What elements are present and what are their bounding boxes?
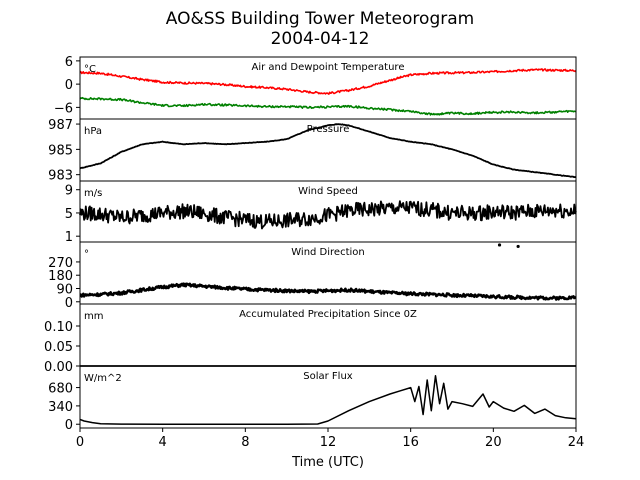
- precipitation-unit-label: mm: [84, 311, 103, 322]
- temperature-ytick-label: −6: [54, 101, 73, 116]
- x-axis-label: Time (UTC): [291, 455, 364, 470]
- wind-direction-series-0: [79, 282, 577, 301]
- pressure-panel: 987 985 983 Pressure hPa: [48, 118, 577, 184]
- wind-direction-ytick-label: 0: [65, 296, 73, 311]
- solar-flux-panel: 680 340 0 Solar Flux W/m^2 0 4 8 12 16 20 24: [48, 365, 585, 450]
- pressure-ytick-label: 985: [48, 143, 73, 158]
- wind-direction-outlier-point: [516, 244, 520, 249]
- x-axis-tick-label: 0: [76, 435, 84, 450]
- temperature-panel-title: Air and Dewpoint Temperature: [252, 62, 405, 73]
- solar-flux-ytick-label: 340: [48, 400, 73, 415]
- precipitation-panel-title: Accumulated Precipitation Since 0Z: [239, 309, 417, 320]
- chart-title: AO&SS Building Tower Meteorogram: [165, 9, 475, 29]
- wind-direction-ytick-label: 270: [48, 256, 73, 271]
- solar-flux-unit-label: W/m^2: [84, 373, 122, 384]
- x-axis-tick-label: 24: [568, 435, 585, 450]
- solar-flux-series-0: [79, 374, 577, 425]
- wind-direction-unit-label: °: [84, 249, 89, 260]
- wind-direction-panel-title: Wind Direction: [291, 247, 365, 258]
- precipitation-ytick-label: 0.10: [44, 320, 73, 335]
- wind-speed-ytick-label: 5: [65, 207, 73, 222]
- wind-speed-panel: 9 5 1 Wind Speed m/s: [65, 180, 577, 245]
- x-axis-tick-label: 8: [241, 435, 249, 450]
- temperature-ytick-label: 0: [65, 78, 73, 93]
- precipitation-panel: 0.10 0.05 0.00 Accumulated Precipitation Si…: [44, 303, 577, 375]
- temperature-unit-label: °C: [84, 64, 96, 75]
- solar-flux-ytick-label: 0: [65, 418, 73, 433]
- solar-flux-panel-title: Solar Flux: [303, 371, 353, 382]
- wind-speed-series-0: [79, 200, 577, 230]
- x-axis-tick-label: 12: [320, 435, 337, 450]
- solar-flux-ytick-label: 680: [48, 382, 73, 397]
- temperature-series-1: [79, 96, 577, 116]
- chart-subtitle: 2004-04-12: [270, 29, 370, 49]
- wind-speed-ytick-label: 9: [65, 184, 73, 199]
- x-axis-tick-label: 4: [159, 435, 167, 450]
- temperature-ytick-label: 6: [65, 55, 73, 70]
- wind-speed-panel-title: Wind Speed: [298, 186, 358, 197]
- wind-direction-ytick-label: 90: [56, 283, 73, 298]
- wind-direction-ytick-label: 180: [48, 269, 73, 284]
- wind-speed-unit-label: m/s: [84, 188, 102, 199]
- temperature-series-0: [80, 68, 577, 95]
- wind-direction-outlier-point: [497, 243, 502, 247]
- x-axis-tick-label: 20: [485, 435, 502, 450]
- pressure-unit-label: hPa: [84, 126, 102, 137]
- precipitation-ytick-label: 0.00: [44, 360, 73, 375]
- pressure-ytick-label: 987: [48, 118, 73, 133]
- temperature-panel: 6 0 −6 Air and Dewpoint Temperature °C: [54, 55, 577, 120]
- x-axis-tick-label: 16: [402, 435, 419, 450]
- pressure-panel-title: Pressure: [307, 124, 350, 135]
- pressure-series-0: [79, 123, 577, 179]
- wind-speed-ytick-label: 1: [65, 230, 73, 245]
- pressure-ytick-label: 983: [48, 169, 73, 184]
- precipitation-ytick-label: 0.05: [44, 340, 73, 355]
